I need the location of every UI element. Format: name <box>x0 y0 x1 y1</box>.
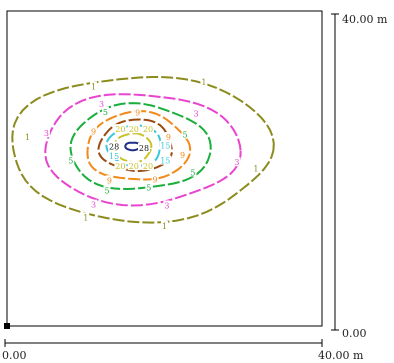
contour-label-9: 9 <box>91 128 96 137</box>
y-axis-max-label: 40.00 m <box>342 13 388 26</box>
contour-label-bg <box>114 161 127 171</box>
contour-label-1: 1 <box>201 78 206 87</box>
contour-label-20: 20 <box>143 162 153 171</box>
contour-label-3: 3 <box>44 129 49 138</box>
contour-label-9: 9 <box>153 176 158 185</box>
contour-label-15: 15 <box>109 152 119 161</box>
contour-label-bg <box>98 98 105 108</box>
contour-label-bg <box>233 157 241 167</box>
contour-label-bg <box>105 175 113 185</box>
contour-label-bg <box>90 126 98 136</box>
contour-label-bg <box>108 141 121 151</box>
contour-label-5: 5 <box>146 183 151 192</box>
contour-label-9: 9 <box>135 109 140 118</box>
contour-label-1: 1 <box>91 83 96 92</box>
contour-label-bg <box>142 161 154 171</box>
contour-label-bg <box>134 107 142 117</box>
contour-label-9: 9 <box>107 176 112 185</box>
contour-label-bg <box>90 199 98 209</box>
contour-label-bg <box>127 161 140 171</box>
contour-label-bg <box>114 124 127 134</box>
contour-label-3: 3 <box>91 201 96 210</box>
contour-label-bg <box>159 155 172 165</box>
contour-label-bg <box>108 150 121 160</box>
contour-label-bg <box>42 128 50 138</box>
contour-line-3 <box>44 93 242 207</box>
contour-label-28: 28 <box>109 142 119 151</box>
contour-label-20: 20 <box>143 125 153 134</box>
contour-label-20: 20 <box>129 162 139 171</box>
contour-label-15: 15 <box>160 157 170 166</box>
contour-label-20: 20 <box>115 125 125 134</box>
contour-label-bg <box>138 143 150 152</box>
contour-label-3: 3 <box>234 158 239 167</box>
contour-label-bg <box>103 185 111 195</box>
contour-label-1: 1 <box>253 165 258 174</box>
contour-label-bg <box>151 174 159 184</box>
contour-label-bg <box>101 106 109 116</box>
plot-frame <box>6 10 323 327</box>
contour-line-9 <box>86 110 192 181</box>
origin-marker <box>4 323 10 329</box>
contour-label-9: 9 <box>180 151 185 160</box>
contour-label-bg <box>159 140 172 150</box>
contour-label-28: 28 <box>139 144 149 153</box>
contour-label-20: 20 <box>129 125 139 134</box>
contour-label-1: 1 <box>162 222 167 231</box>
contour-label-bg <box>252 163 260 173</box>
contour-label-5: 5 <box>182 131 187 140</box>
contour-label-bg <box>200 76 208 86</box>
y-axis-min-label: 0.00 <box>342 327 367 340</box>
contour-label-bg <box>142 124 154 134</box>
contour-line-12 <box>97 118 173 172</box>
contour-label-bg <box>145 182 153 192</box>
contour-label-bg <box>161 221 168 230</box>
contour-label-1: 1 <box>25 133 30 142</box>
contour-label-5: 5 <box>190 168 195 177</box>
contour-label-20: 20 <box>115 162 125 171</box>
x-axis-min-label: 0.00 <box>2 349 27 362</box>
contour-label-bg <box>179 150 187 160</box>
contour-label-5: 5 <box>103 108 108 117</box>
contour-label-9: 9 <box>166 133 171 142</box>
contour-label-bg <box>163 200 171 210</box>
contour-line-28 <box>124 141 143 152</box>
contour-label-bg <box>164 132 172 141</box>
contour-label-5: 5 <box>104 187 109 196</box>
contour-label-5: 5 <box>68 157 73 166</box>
x-axis-max-label: 40.00 m <box>318 349 364 362</box>
contour-label-1: 1 <box>83 213 88 222</box>
contour-label-3: 3 <box>164 202 169 211</box>
contour-label-bg <box>67 155 75 165</box>
contour-label-3: 3 <box>193 109 198 118</box>
contour-label-bg <box>127 124 140 134</box>
contour-line-5 <box>69 102 212 191</box>
contour-label-bg <box>181 129 189 139</box>
contour-label-bg <box>90 81 98 91</box>
contour-label-bg <box>189 167 197 177</box>
contour-label-bg <box>192 108 200 118</box>
contour-label-15: 15 <box>160 142 170 151</box>
contour-label-3: 3 <box>99 100 104 109</box>
contour-label-bg <box>82 212 90 222</box>
contour-label-bg <box>24 132 31 141</box>
